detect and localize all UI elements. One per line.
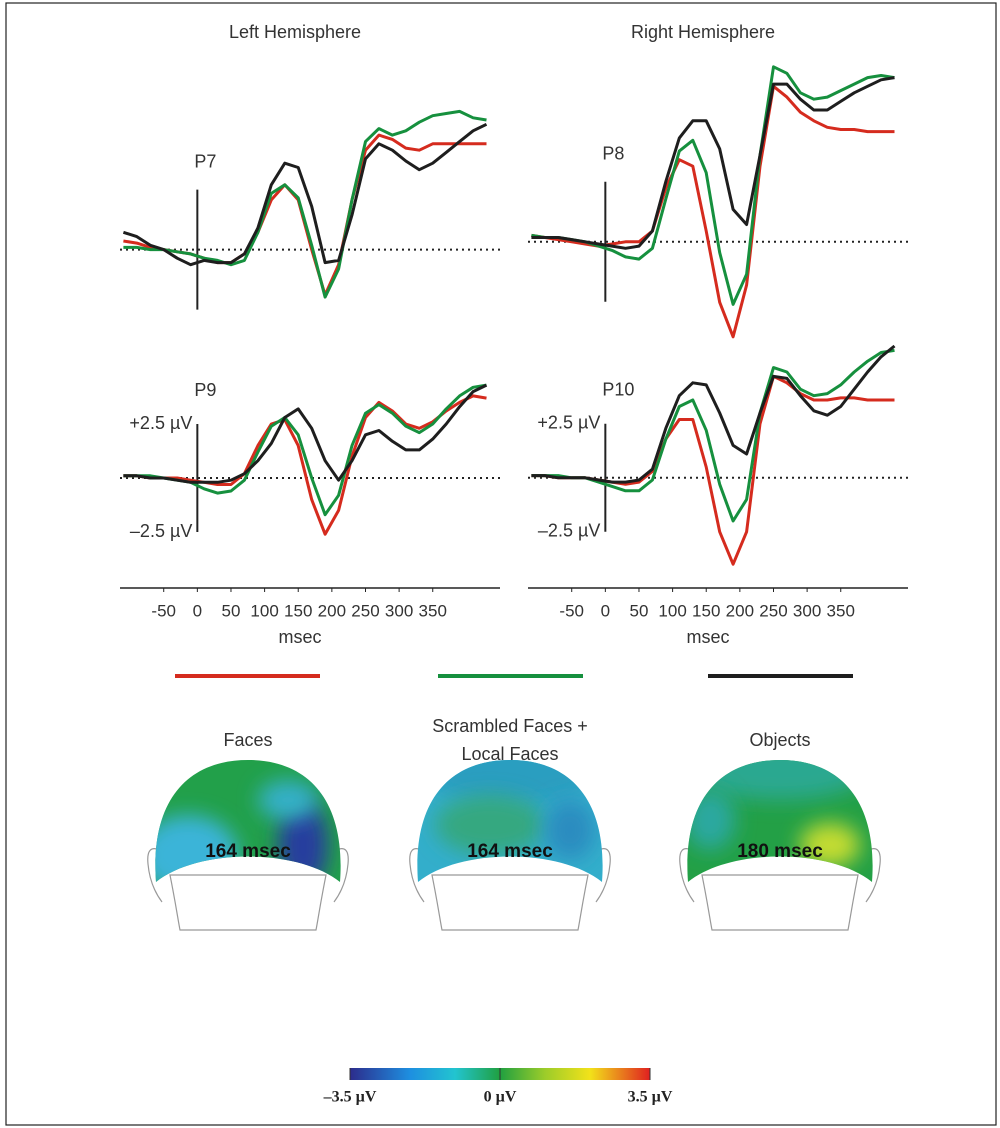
x-tick-label: 350 [827,601,855,620]
map-time: 164 msec [205,841,291,862]
x-tick-label: 100 [658,601,686,620]
x-tick-label: -50 [151,601,176,620]
legend-label: Scrambled Faces + Local Faces [432,716,588,764]
scalp-pattern [420,760,600,860]
x-axis-label: msec [686,627,729,647]
x-tick-label: 150 [692,601,720,620]
neck [169,874,327,931]
erp-line [123,383,488,484]
y-tick-label: +2.5 µV [537,413,600,433]
x-tick-label: -50 [559,601,584,620]
electrode-label: P9 [194,380,216,400]
potential-region [420,760,600,805]
panel-title: Left Hemisphere [229,22,361,42]
neck [701,874,859,931]
x-tick-label: 350 [419,601,447,620]
erp-line [531,344,896,484]
frame [5,2,997,1126]
potential-region [258,780,318,820]
y-tick-label: –2.5 µV [130,521,192,541]
colorbar-label: 3.5 µV [628,1089,673,1106]
x-tick-label: 200 [318,601,346,620]
electrode-label: P7 [194,151,216,171]
potential-region [800,823,860,867]
x-tick-label: 300 [793,601,821,620]
x-tick-label: 150 [284,601,312,620]
erp-line [123,109,487,299]
colorbar-label: –3.5 µV [323,1089,377,1106]
legend-label: Faces [223,730,273,750]
x-tick-label: 0 [193,601,202,620]
erp-line [531,76,895,250]
potential-region [690,760,870,800]
y-tick-label: +2.5 µV [129,413,192,433]
electrode-label: P10 [602,380,634,400]
x-tick-label: 50 [222,601,241,620]
x-tick-label: 200 [726,601,754,620]
neck [431,874,589,931]
erp-line [123,133,487,297]
y-tick-label: –2.5 µV [538,521,600,541]
map-time: 180 msec [737,841,823,862]
erp-line [123,383,487,517]
x-tick-label: 300 [385,601,413,620]
colorbar-label: 0 µV [484,1089,517,1106]
electrode-label: P8 [602,144,624,164]
potential-region [545,800,595,860]
x-tick-label: 250 [351,601,379,620]
legend-label: Objects [749,730,811,750]
map-time: 164 msec [467,841,553,862]
x-tick-label: 0 [601,601,610,620]
erp-line [122,122,488,267]
panel-title: Right Hemisphere [631,22,775,42]
potential-region [435,795,545,855]
x-tick-label: 50 [630,601,649,620]
x-tick-label: 250 [759,601,787,620]
x-tick-label: 100 [250,601,278,620]
potential-region [687,790,735,850]
erp-line [123,394,487,536]
x-axis-label: msec [278,627,321,647]
